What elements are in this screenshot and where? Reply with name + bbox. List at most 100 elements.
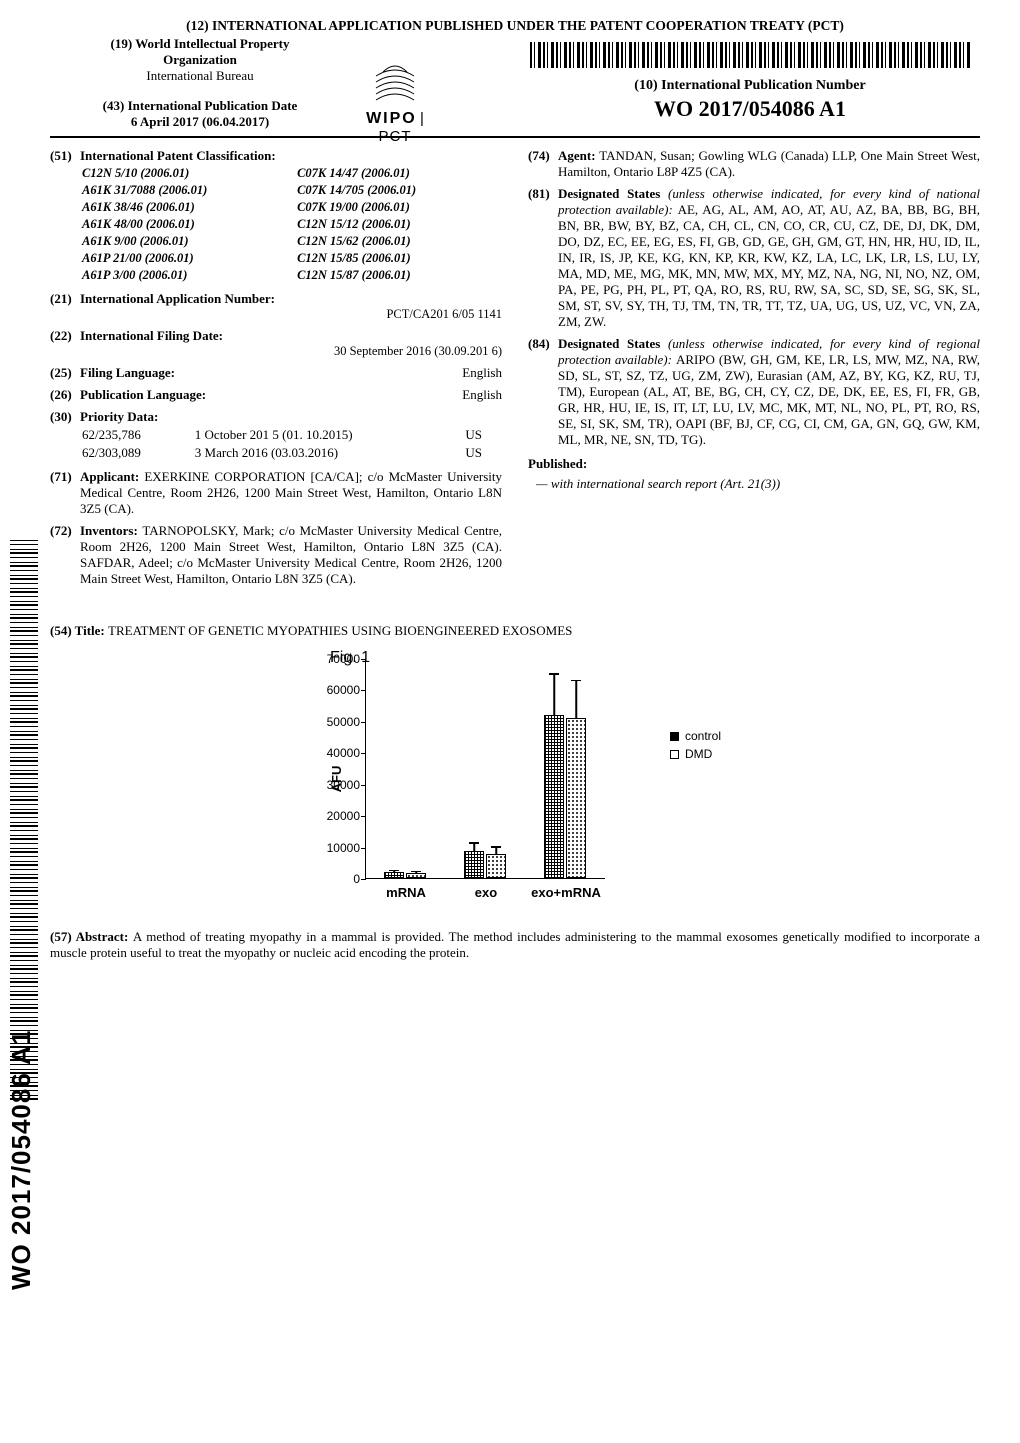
published-item: with international search report (Art. 2… bbox=[536, 476, 980, 492]
inid-num-30: (30) bbox=[50, 409, 80, 425]
header-rule bbox=[50, 136, 980, 138]
legend-label-dmd: DMD bbox=[685, 747, 712, 761]
agent-label: Agent: bbox=[558, 148, 599, 163]
filing-lang-label: Filing Language: bbox=[80, 365, 175, 381]
biblio-left-col: (51) International Patent Classification… bbox=[50, 148, 502, 593]
desig-label: Designated States bbox=[558, 186, 668, 201]
priority-cell: 3 March 2016 (03.03.2016) bbox=[195, 445, 448, 461]
ipc-cell: C12N 15/62 (2006.01) bbox=[297, 234, 500, 249]
inid-num-25: (25) bbox=[50, 365, 80, 381]
legend-row-control: control bbox=[670, 729, 721, 743]
pct-wordmark: PCT bbox=[379, 128, 412, 145]
inid-30: (30) Priority Data: 62/235,7861 October … bbox=[50, 409, 502, 463]
pub-date-label: (43) International Publication Date bbox=[50, 98, 350, 114]
wipo-wordmark: WIPO bbox=[366, 110, 417, 127]
agent-body: TANDAN, Susan; Gowling WLG (Canada) LLP,… bbox=[558, 148, 980, 179]
inid-26: (26) Publication Language: English bbox=[50, 387, 502, 403]
pub-lang-label: Publication Language: bbox=[80, 387, 206, 403]
priority-label: Priority Data: bbox=[80, 409, 158, 424]
xtick-label: exo bbox=[475, 885, 497, 900]
xtick-label: exo+mRNA bbox=[531, 885, 601, 900]
ytick-label: 10000 bbox=[316, 841, 360, 855]
inid-22: (22) International Filing Date: 30 Septe… bbox=[50, 328, 502, 359]
biblio-right-col: (74) Agent: TANDAN, Susan; Gowling WLG (… bbox=[528, 148, 980, 593]
wipo-logo: WIPO | PCT bbox=[350, 60, 440, 130]
ytick-label: 40000 bbox=[316, 746, 360, 760]
ytick-label: 70000 bbox=[316, 652, 360, 666]
applicant-body: EXERKINE CORPORATION [CA/CA]; c/o McMast… bbox=[80, 469, 502, 516]
xtick-label: mRNA bbox=[386, 885, 426, 900]
priority-cell: US bbox=[450, 427, 500, 443]
published-block: Published: with international search rep… bbox=[528, 456, 980, 492]
ipc-label: International Patent Classification: bbox=[80, 148, 276, 163]
ipc-cell: A61K 9/00 (2006.01) bbox=[82, 234, 295, 249]
ipc-cell: A61K 48/00 (2006.01) bbox=[82, 217, 295, 232]
ytick-label: 60000 bbox=[316, 683, 360, 697]
app-num-label: International Application Number: bbox=[80, 291, 275, 306]
abstract-row: (57) Abstract: A method of treating myop… bbox=[50, 929, 980, 961]
bar-control bbox=[384, 872, 404, 878]
inid-num-22: (22) bbox=[50, 328, 80, 344]
inid-51: (51) International Patent Classification… bbox=[50, 148, 502, 285]
legend-row-dmd: DMD bbox=[670, 747, 721, 761]
abstract-label: (57) Abstract: bbox=[50, 929, 133, 944]
abstract-body: A method of treating myopathy in a mamma… bbox=[50, 929, 980, 960]
ytick-label: 50000 bbox=[316, 715, 360, 729]
app-num: PCT/CA201 6/05 1141 bbox=[80, 307, 502, 322]
filing-date: 30 September 2016 (30.09.201 6) bbox=[80, 344, 502, 359]
desig-body: AE, AG, AL, AM, AO, AT, AU, AZ, BA, BB, … bbox=[558, 202, 980, 329]
ipc-cell: A61K 38/46 (2006.01) bbox=[82, 200, 295, 215]
bar-control bbox=[544, 715, 564, 878]
ipc-cell: C07K 14/705 (2006.01) bbox=[297, 183, 500, 198]
ipc-cell: A61P 3/00 (2006.01) bbox=[82, 268, 295, 283]
pct-treaty-line: (12) INTERNATIONAL APPLICATION PUBLISHED… bbox=[50, 18, 980, 34]
filing-date-label: International Filing Date: bbox=[80, 328, 223, 343]
bar-group bbox=[384, 659, 426, 878]
ipc-cell: C12N 15/85 (2006.01) bbox=[297, 251, 500, 266]
inid-81: (81) Designated States (unless otherwise… bbox=[528, 186, 980, 330]
title-text: TREATMENT OF GENETIC MYOPATHIES USING BI… bbox=[108, 623, 572, 638]
priority-cell: 1 October 201 5 (01. 10.2015) bbox=[195, 427, 448, 443]
bar-dmd bbox=[406, 873, 426, 878]
top-barcode bbox=[530, 42, 970, 68]
title-row: (54) Title: TREATMENT OF GENETIC MYOPATH… bbox=[50, 623, 980, 639]
priority-cell: 62/235,786 bbox=[82, 427, 193, 443]
wipo-rays-icon bbox=[371, 60, 419, 108]
bar-group bbox=[544, 659, 586, 878]
priority-cell: US bbox=[450, 445, 500, 461]
inid-num-81: (81) bbox=[528, 186, 558, 202]
pub-lang: English bbox=[462, 387, 502, 403]
ytick-label: 0 bbox=[316, 872, 360, 886]
org-line-2: Organization bbox=[50, 52, 350, 68]
bar-dmd bbox=[566, 718, 586, 878]
header-left: (19) World Intellectual Property Organiz… bbox=[50, 36, 350, 130]
pub-date-value: 6 April 2017 (06.04.2017) bbox=[50, 114, 350, 130]
bar-group bbox=[464, 659, 506, 878]
inid-num-51: (51) bbox=[50, 148, 80, 164]
ipc-cell: C07K 14/47 (2006.01) bbox=[297, 166, 500, 181]
published-label: Published: bbox=[528, 456, 980, 472]
inid-72: (72) Inventors: TARNOPOLSKY, Mark; c/o M… bbox=[50, 523, 502, 587]
ipc-cell: C12N 15/87 (2006.01) bbox=[297, 268, 500, 283]
header-right: (10) International Publication Number WO… bbox=[520, 36, 980, 126]
inid-21: (21) International Application Number: P… bbox=[50, 291, 502, 322]
ipc-cell: C07K 19/00 (2006.01) bbox=[297, 200, 500, 215]
bar-dmd bbox=[486, 854, 506, 879]
title-label: (54) Title: bbox=[50, 623, 108, 638]
inid-num-74: (74) bbox=[528, 148, 558, 164]
bar-control bbox=[464, 851, 484, 878]
ipc-cell: A61K 31/7088 (2006.01) bbox=[82, 183, 295, 198]
biblio-columns: (51) International Patent Classification… bbox=[50, 148, 980, 593]
ytick-label: 20000 bbox=[316, 809, 360, 823]
inventors-label: Inventors: bbox=[80, 523, 142, 538]
pub-num: WO 2017/054086 A1 bbox=[520, 96, 980, 122]
header: (12) INTERNATIONAL APPLICATION PUBLISHED… bbox=[50, 18, 980, 130]
inid-25: (25) Filing Language: English bbox=[50, 365, 502, 381]
org-line-1: (19) World Intellectual Property bbox=[50, 36, 350, 52]
ytick-label: 30000 bbox=[316, 778, 360, 792]
pub-num-label: (10) International Publication Number bbox=[520, 78, 980, 94]
inid-num-84: (84) bbox=[528, 336, 558, 352]
ipc-table: C12N 5/10 (2006.01)C07K 14/47 (2006.01)A… bbox=[80, 164, 502, 285]
ipc-cell: A61P 21/00 (2006.01) bbox=[82, 251, 295, 266]
inid-num-71: (71) bbox=[50, 469, 80, 485]
